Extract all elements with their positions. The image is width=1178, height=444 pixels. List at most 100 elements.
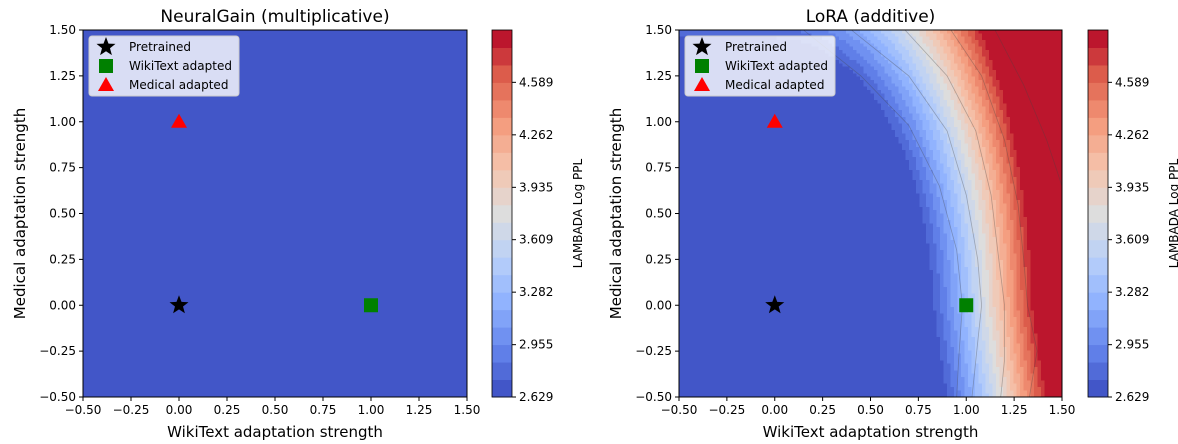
contour-cell (699, 330, 704, 335)
contour-cell (689, 386, 694, 391)
colorbar-band (492, 222, 512, 241)
contour-cell (706, 273, 711, 278)
contour-cell (734, 310, 739, 315)
contour-cell (759, 246, 764, 251)
contour-cell (745, 253, 750, 258)
contour-cell (748, 386, 753, 391)
contour-cell (679, 163, 684, 168)
contour-cell (769, 280, 774, 285)
legend-marker-square (99, 59, 113, 73)
contour-cell (738, 213, 743, 218)
contour-cell (703, 316, 708, 321)
contour-cell (766, 390, 771, 395)
contour-cell (762, 323, 767, 328)
contour-cell (699, 226, 704, 231)
contour-cell (738, 230, 743, 235)
contour-cell (689, 116, 694, 121)
contour-cell (734, 106, 739, 111)
contour-cell (696, 203, 701, 208)
contour-cell (689, 153, 694, 158)
contour-cell (699, 323, 704, 328)
contour-cell (713, 106, 718, 111)
contour-cell (776, 223, 781, 228)
contour-cell (710, 323, 715, 328)
contour-cell (738, 233, 743, 238)
contour-cell (741, 123, 746, 128)
contour-cell (685, 153, 691, 158)
contour-cell (724, 240, 729, 245)
contour-cell (685, 330, 691, 335)
contour-cell (748, 353, 753, 358)
contour-cell (766, 163, 771, 168)
contour-cell (689, 190, 694, 195)
contour-cell (713, 280, 718, 285)
contour-cell (685, 186, 691, 191)
contour-cell (759, 280, 764, 285)
contour-cell (748, 286, 753, 291)
contour-cell (741, 386, 746, 391)
contour-cell (731, 236, 736, 241)
contour-cell (773, 30, 778, 34)
contour-cell (752, 213, 757, 218)
contour-cell (769, 206, 774, 211)
contour-cell (734, 160, 739, 165)
contour-cell (755, 33, 760, 38)
contour-cell (710, 350, 715, 355)
contour-cell (710, 120, 715, 125)
contour-cell (748, 163, 753, 168)
contour-cell (773, 383, 778, 388)
contour-cell (769, 326, 774, 331)
contour-cell (706, 170, 711, 175)
contour-cell (703, 96, 708, 101)
contour-cell (724, 386, 729, 391)
contour-cell (682, 313, 687, 318)
contour-cell (724, 346, 729, 351)
contour-cell (745, 223, 750, 228)
contour-cell (717, 123, 722, 128)
contour-cell (703, 170, 708, 175)
contour-cell (762, 210, 767, 215)
contour-cell (703, 376, 708, 381)
contour-cell (783, 163, 788, 168)
contour-cell (696, 126, 701, 131)
contour-cell (752, 146, 757, 151)
contour-cell (738, 393, 743, 398)
contour-cell (731, 203, 736, 208)
contour-cell (689, 253, 694, 258)
contour-cell (713, 283, 718, 288)
contour-cell (713, 100, 718, 104)
contour-cell (692, 266, 698, 271)
contour-cell (696, 320, 701, 325)
contour-cell (713, 200, 718, 205)
contour-cell (755, 286, 760, 291)
contour-cell (720, 220, 725, 225)
contour-cell (724, 303, 729, 308)
contour-cell (773, 156, 778, 161)
contour-cell (699, 353, 704, 358)
contour-cell (692, 140, 698, 145)
contour-cell (724, 333, 729, 338)
contour-cell (762, 286, 767, 291)
contour-cell (741, 186, 746, 191)
contour-cell (731, 263, 736, 268)
contour-cell (773, 160, 778, 165)
contour-cell (689, 360, 694, 365)
contour-cell (776, 263, 781, 268)
contour-cell (717, 393, 722, 398)
contour-cell (762, 220, 767, 225)
contour-cell (755, 230, 760, 235)
contour-cell (720, 156, 725, 161)
contour-cell (769, 186, 774, 191)
contour-cell (692, 276, 698, 281)
contour-cell (734, 386, 739, 391)
contour-cell (696, 160, 701, 165)
contour-cell (776, 286, 781, 291)
contour-cell (759, 273, 764, 278)
contour-cell (741, 270, 746, 275)
contour-cell (745, 200, 750, 205)
contour-cell (717, 346, 722, 351)
contour-cell (769, 210, 774, 215)
contour-cell (734, 196, 739, 201)
contour-cell (731, 120, 736, 125)
contour-cell (755, 270, 760, 275)
